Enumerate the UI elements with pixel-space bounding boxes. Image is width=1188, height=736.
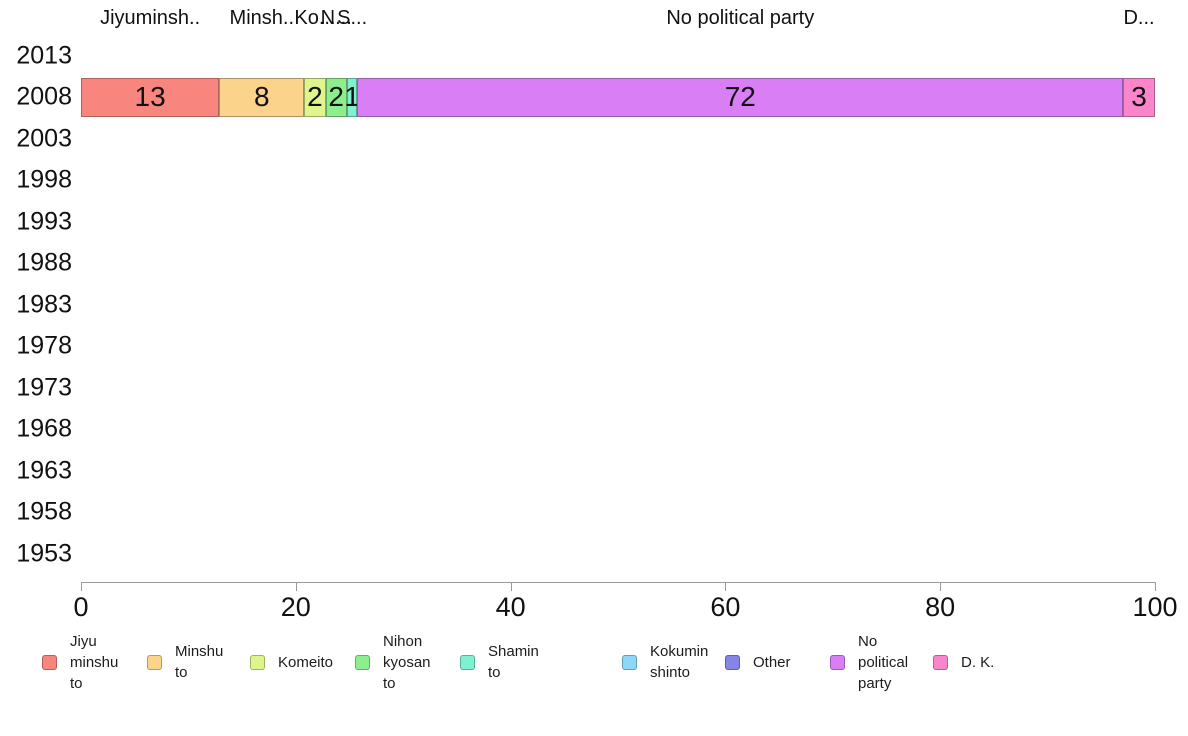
legend-label: Komeito: [278, 652, 333, 673]
legend-label-line: to: [383, 674, 396, 692]
legend-label-line: Komeito: [278, 653, 334, 671]
y-axis-label-1958: 1958: [16, 497, 72, 526]
bar-segment-no-political-party: 72: [357, 77, 1124, 117]
x-axis-tick: [81, 582, 82, 591]
x-axis-tick: [725, 582, 727, 591]
bar-segment-d-k: 3: [1123, 77, 1155, 117]
legend-swatch-kokumin-shinto: [622, 654, 637, 670]
legend-item-minshu-to: Minshu to: [147, 627, 223, 697]
legend-item-nihon-kyosan-to: Nihon kyosan to: [355, 627, 431, 697]
bar-segment-value: 2: [307, 81, 323, 112]
segment-top-label-komeito: Ko...: [294, 7, 336, 29]
legend-item-shamin-to: Shamin to: [460, 627, 539, 697]
legend-label-line: Kokumin: [650, 643, 709, 660]
legend-label-line: political: [858, 653, 909, 671]
legend-swatch-jiyu-minshu-to: [42, 654, 57, 670]
legend-label-line: to: [70, 674, 83, 692]
bar-segment-jiyu-minshu-to: 13: [81, 77, 220, 117]
y-axis-label-2013: 2013: [16, 41, 72, 69]
segment-top-label-minshu-to: Minsh..: [229, 7, 294, 29]
legend-label-line: Minshu: [175, 643, 224, 660]
legend-label-line: Other: [753, 653, 791, 671]
legend-swatch-nihon-kyosan-to: [355, 654, 370, 670]
legend-label: No political party: [858, 631, 908, 694]
legend-label-line: D. K.: [961, 653, 995, 671]
bar-segment-value: 8: [253, 81, 270, 112]
bar-segment-minshu-to: 8: [219, 77, 305, 117]
segment-top-label-shamin-to: S...: [337, 7, 368, 29]
legend-label-line: No: [858, 632, 878, 650]
legend-item-kokumin-shinto: Kokumin shinto: [622, 627, 708, 697]
legend-label-line: Nihon: [383, 632, 423, 650]
legend-label: Nihon kyosan to: [383, 631, 431, 694]
bar-segment-value: 1: [344, 81, 360, 112]
legend-item-no-political-party: No political party: [830, 627, 908, 697]
y-axis-label-1968: 1968: [16, 414, 72, 443]
legend-swatch-komeito: [250, 654, 265, 670]
x-axis-line: [81, 582, 1155, 583]
legend-label-line: Shamin: [488, 643, 539, 660]
legend-label: Minshu to: [175, 641, 223, 683]
legend-label: Kokumin shinto: [650, 641, 708, 683]
bar-segment-nihon-kyosan-to: 2: [325, 77, 347, 117]
legend-swatch-no-political-party: [830, 654, 845, 670]
x-axis-tick-label: 100: [1132, 592, 1178, 622]
legend-label-line: to: [175, 664, 188, 681]
legend-swatch-minshu-to: [147, 654, 162, 670]
legend-label-line: kyosan: [383, 653, 431, 671]
y-axis-label-1953: 1953: [16, 539, 72, 567]
segment-top-label-jiyu-minshu-to: Jiyuminsh..: [100, 7, 201, 29]
y-axis-label-1983: 1983: [16, 290, 72, 318]
x-axis-tick-label: 40: [495, 592, 526, 622]
legend-label: D. K.: [961, 652, 994, 673]
legend-swatch-shamin-to: [460, 654, 475, 670]
y-axis-label-1993: 1993: [16, 207, 72, 235]
legend-item-komeito: Komeito: [250, 627, 333, 697]
bar-segment-value: 2: [328, 81, 344, 112]
legend-item-jiyu-minshu-to: Jiyu minshu to: [42, 627, 118, 697]
legend-label-line: to: [488, 664, 501, 681]
legend-item-other: Other: [725, 627, 791, 697]
stacked-bar-2008: 13 8 2 2 1 72 3: [81, 77, 1155, 117]
x-axis-tick-label: 60: [710, 592, 741, 622]
segment-top-label-no-political-party: No political party: [666, 7, 815, 29]
y-axis-label-1988: 1988: [16, 248, 72, 277]
x-axis-tick: [1155, 582, 1156, 591]
bar-segment-shamin-to: 1: [344, 77, 360, 117]
legend-swatch-other: [725, 654, 740, 670]
legend-swatch-d-k: [933, 654, 948, 670]
legend-label-line: party: [858, 674, 892, 692]
y-axis-label-1978: 1978: [16, 331, 72, 360]
bar-segment-value: 72: [724, 81, 756, 112]
bar-segment-value: 13: [134, 81, 166, 112]
legend-label: Shamin to: [488, 641, 539, 683]
legend-label: Jiyu minshu to: [70, 631, 118, 694]
legend-label-line: shinto: [650, 664, 691, 681]
x-axis-tick: [510, 582, 512, 591]
y-axis-label-2003: 2003: [16, 124, 72, 152]
legend-label-line: minshu: [70, 653, 119, 671]
segment-top-label-d-k: D...: [1123, 7, 1155, 29]
x-axis-tick-label: 0: [73, 592, 89, 622]
x-axis-tick: [940, 582, 942, 591]
legend-label-line: Jiyu: [70, 632, 97, 650]
legend-label: Other: [753, 652, 791, 673]
y-axis-label-1963: 1963: [16, 456, 72, 484]
x-axis-tick: [295, 582, 297, 591]
x-axis-tick-label: 20: [280, 592, 311, 622]
x-axis-tick-label: 80: [925, 592, 956, 622]
bar-segment-komeito: 2: [304, 77, 326, 117]
y-axis-label-2008: 2008: [16, 82, 72, 111]
y-axis-label-1998: 1998: [16, 165, 72, 194]
segment-top-label-nihon-kyosan-to: N...: [320, 7, 352, 29]
legend-item-d-k: D. K.: [933, 627, 994, 697]
bar-segment-value: 3: [1131, 81, 1147, 112]
y-axis-label-1973: 1973: [16, 373, 72, 401]
